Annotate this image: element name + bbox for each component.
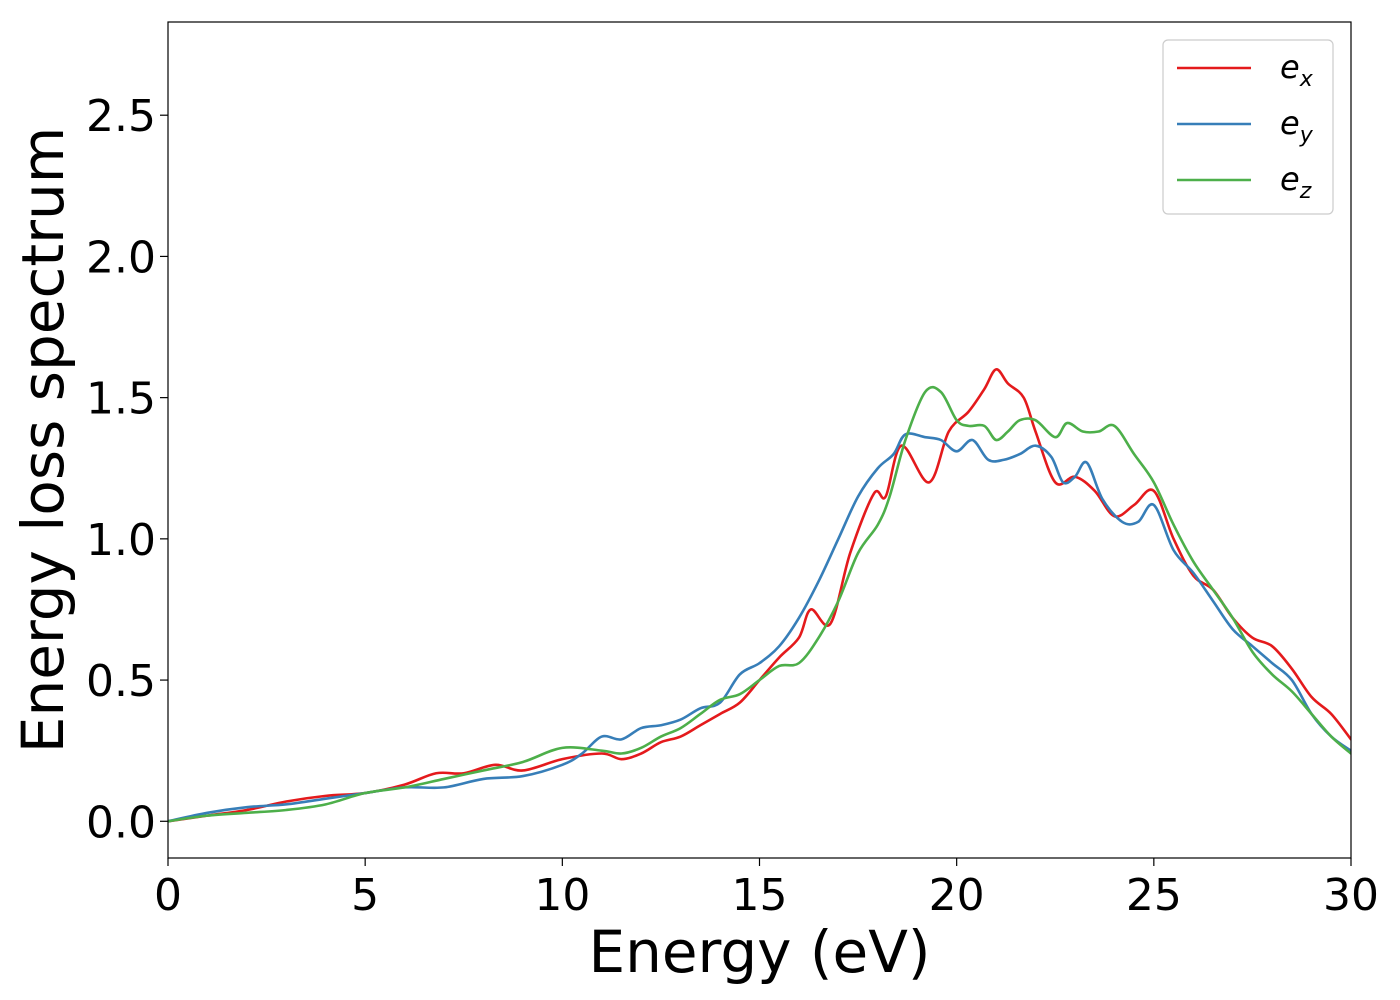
x-tick-label: 30	[1323, 870, 1379, 921]
x-axis: 0 5 10 15 20 25 30	[154, 858, 1379, 921]
y-tick-label: 0.5	[86, 656, 156, 707]
y-tick-label: 2.5	[86, 91, 156, 142]
legend-label-x: ex	[1280, 48, 1314, 92]
series-line-x	[168, 368, 1351, 823]
x-tick-label: 0	[154, 870, 182, 921]
x-tick-label: 10	[534, 870, 590, 921]
series-line-y	[168, 432, 1351, 823]
legend-label-z: ez	[1280, 160, 1312, 204]
y-tick-label: 1.0	[86, 515, 156, 566]
x-tick-label: 15	[732, 870, 788, 921]
x-tick-label: 5	[351, 870, 379, 921]
y-tick-label: 1.5	[86, 374, 156, 425]
x-tick-label: 20	[929, 870, 985, 921]
legend: ex ey ez	[1162, 39, 1334, 215]
legend-box	[1162, 39, 1334, 215]
x-tick-label: 25	[1126, 870, 1182, 921]
x-axis-title: Energy (eV)	[588, 918, 930, 986]
series-layer	[168, 368, 1351, 823]
y-axis-title: Energy loss spectrum	[9, 127, 77, 753]
y-axis: 0.0 0.5 1.0 1.5 2.0 2.5	[86, 91, 168, 848]
legend-label-y: ey	[1280, 104, 1314, 148]
y-tick-label: 0.0	[86, 797, 156, 848]
y-tick-label: 2.0	[86, 232, 156, 283]
series-line-z	[168, 385, 1351, 823]
